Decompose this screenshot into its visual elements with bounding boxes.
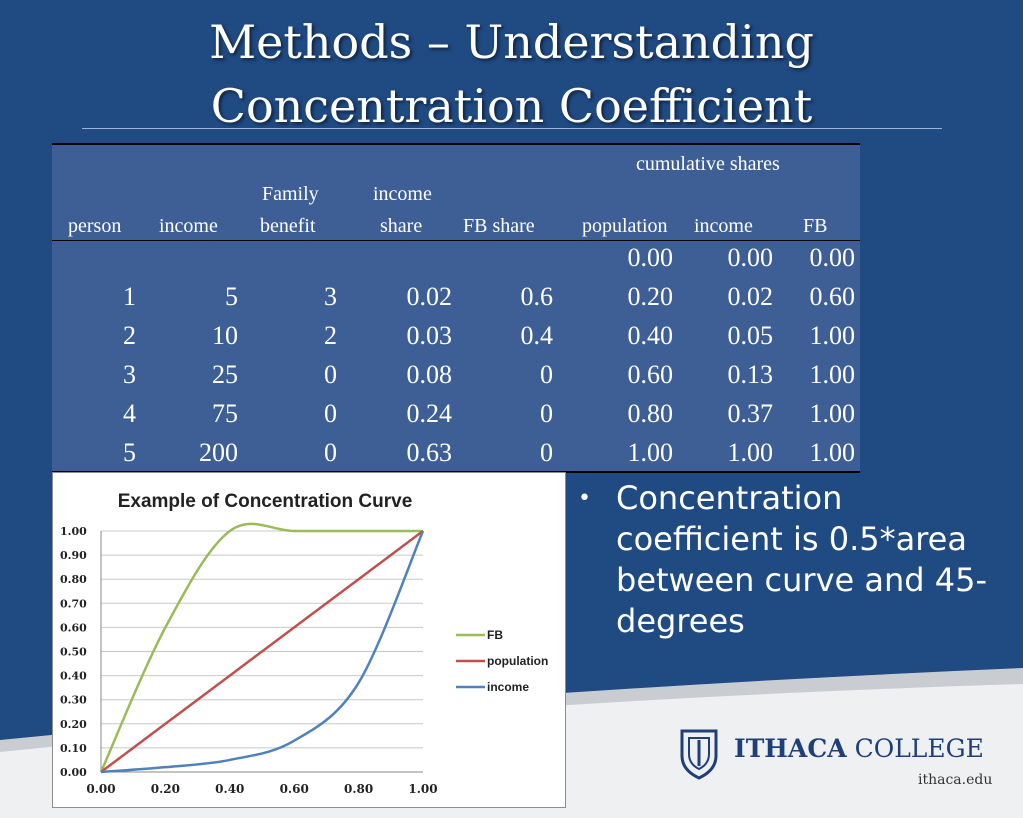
concentration-chart: Example of Concentration Curve 0.00 0.10 0.… <box>52 472 566 808</box>
cell-cum-population: 0.40 <box>627 321 674 350</box>
cell-income-share: 0.08 <box>406 360 453 389</box>
header-divider <box>52 240 860 241</box>
cell-family-benefit: 2 <box>324 321 337 350</box>
cell-person: 1 <box>123 282 136 311</box>
cell-income: 75 <box>212 399 238 428</box>
cell-cum-fb: 1.00 <box>809 399 856 428</box>
cell-cum-income: 1.00 <box>727 438 774 467</box>
cell-cum-population: 0.00 <box>627 243 674 272</box>
slide-title-line-1: Methods – Understanding <box>209 15 814 69</box>
cell-cum-population: 0.80 <box>627 399 674 428</box>
shield-inner-icon <box>688 737 710 771</box>
slide-title-line-2: Concentration Coefficient <box>210 79 813 133</box>
cell-income-share: 0.03 <box>406 321 453 350</box>
cell-income-share: 0.63 <box>406 438 453 467</box>
header-income: income <box>159 215 218 237</box>
series-line-fb <box>99 522 423 773</box>
chart-canvas: Example of Concentration Curve 0.00 0.10 0.… <box>60 491 548 796</box>
cell-cum-population: 1.00 <box>627 438 674 467</box>
y-tick-label: 0.40 <box>60 670 87 683</box>
cell-income: 200 <box>199 438 238 467</box>
header-fb-share: FB share <box>463 215 535 237</box>
x-tick-label: 0.20 <box>151 782 180 796</box>
header-income-share-line1: income <box>373 183 432 205</box>
header-cum-fb: FB <box>803 215 828 237</box>
cell-cum-income: 0.02 <box>727 282 774 311</box>
x-tick-label: 0.60 <box>280 782 309 796</box>
header-cum-population: population <box>582 215 668 237</box>
cell-family-benefit: 0 <box>324 360 337 389</box>
x-tick-label: 1.00 <box>408 782 437 796</box>
header-person: person <box>68 215 122 237</box>
y-tick-label: 0.10 <box>60 742 87 755</box>
cell-fb-share: 0 <box>540 438 553 467</box>
x-tick-label: 0.00 <box>86 782 115 796</box>
ithaca-college-logo <box>680 729 718 780</box>
bullet-text: Concentration coefficient is 0.5*area be… <box>616 479 988 640</box>
chart-title: Example of Concentration Curve <box>118 491 413 512</box>
cell-cum-income: 0.37 <box>727 399 774 428</box>
cell-family-benefit: 0 <box>324 399 337 428</box>
header-income-share-line2: share <box>380 215 423 237</box>
cell-person: 5 <box>123 438 136 467</box>
y-tick-label: 0.80 <box>60 573 87 586</box>
x-tick-label: 0.40 <box>215 782 244 796</box>
cell-cum-fb: 0.60 <box>809 282 856 311</box>
y-tick-label: 0.90 <box>60 549 87 562</box>
logo-wordmark-rest: COLLEGE <box>846 734 984 763</box>
cell-cum-population: 0.20 <box>627 282 674 311</box>
y-tick-label: 1.00 <box>60 525 87 538</box>
cell-person: 3 <box>123 360 136 389</box>
cell-cum-fb: 1.00 <box>809 321 856 350</box>
cell-family-benefit: 0 <box>324 438 337 467</box>
cell-income: 25 <box>212 360 238 389</box>
header-cum-income: income <box>694 215 753 237</box>
cell-person: 2 <box>123 321 136 350</box>
y-tick-label: 0.50 <box>60 646 87 659</box>
cell-income-share: 0.02 <box>406 282 453 311</box>
legend-label-income: income <box>487 680 529 694</box>
logo-wordmark: ITHACA COLLEGE <box>734 734 984 763</box>
cell-family-benefit: 3 <box>324 282 337 311</box>
cell-person: 4 <box>123 399 136 428</box>
cell-cum-fb: 1.00 <box>809 360 856 389</box>
cell-income-share: 0.24 <box>406 399 453 428</box>
cell-income: 5 <box>225 282 238 311</box>
cell-cum-income: 0.00 <box>727 243 774 272</box>
series-line-income <box>100 530 425 774</box>
x-tick-label: 0.80 <box>344 782 373 796</box>
legend-label-fb: FB <box>487 628 503 642</box>
y-tick-label: 0.20 <box>60 718 87 731</box>
series-line-population <box>100 529 424 774</box>
cell-income: 10 <box>212 321 238 350</box>
bullet-marker: • <box>578 486 591 511</box>
title-divider <box>82 128 942 129</box>
y-tick-label: 0.30 <box>60 694 87 707</box>
cell-cum-fb: 1.00 <box>809 438 856 467</box>
cell-fb-share: 0 <box>540 399 553 428</box>
logo-url: ithaca.edu <box>918 772 993 788</box>
cell-cum-income: 0.13 <box>727 360 774 389</box>
y-tick-label: 0.60 <box>60 621 87 634</box>
logo-wordmark-bold: ITHACA <box>734 734 847 763</box>
legend-label-population: population <box>487 654 548 668</box>
cell-cum-income: 0.05 <box>727 321 774 350</box>
cell-fb-share: 0 <box>540 360 553 389</box>
y-tick-label: 0.00 <box>60 766 87 779</box>
cell-cum-fb: 0.00 <box>809 243 856 272</box>
cell-cum-population: 0.60 <box>627 360 674 389</box>
cell-fb-share: 0.4 <box>520 321 554 350</box>
header-family-benefit-line1: Family <box>262 183 319 205</box>
cumulative-shares-header: cumulative shares <box>636 153 780 175</box>
header-family-benefit-line2: benefit <box>260 215 316 237</box>
data-table: cumulative shares person income Family b… <box>52 143 860 473</box>
y-tick-label: 0.70 <box>60 597 87 610</box>
cell-fb-share: 0.6 <box>520 282 554 311</box>
shield-icon <box>680 729 718 780</box>
